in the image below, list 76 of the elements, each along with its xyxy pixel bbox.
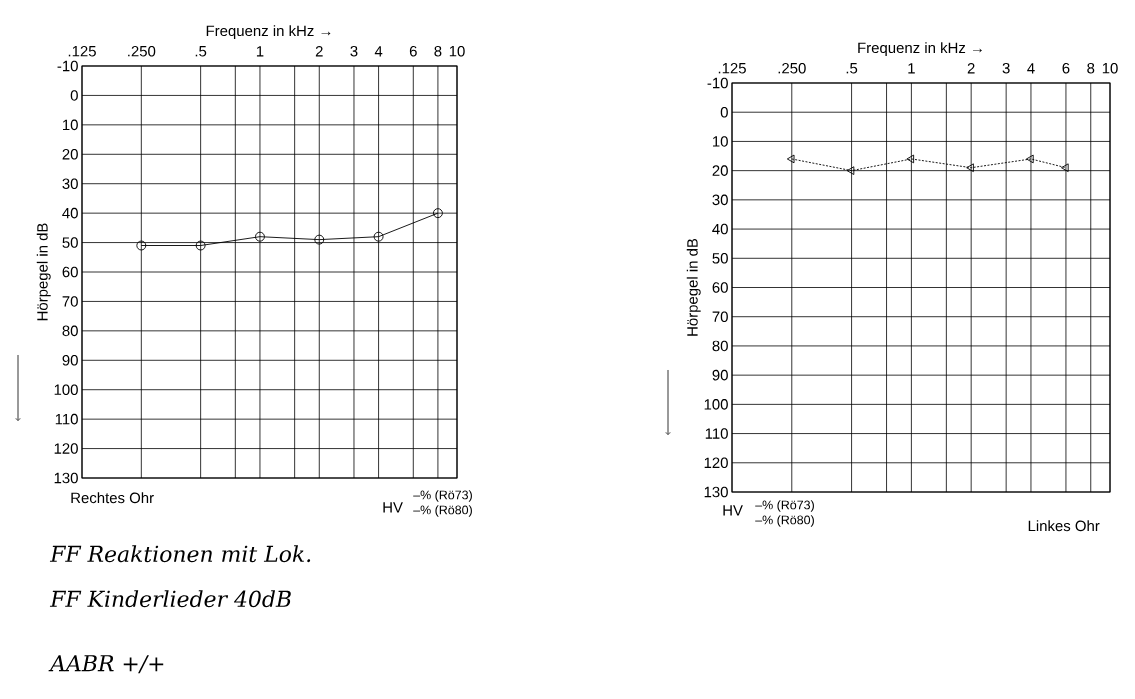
- x-tick-label: 6: [409, 45, 417, 57]
- y-tick-label: 40: [712, 223, 728, 235]
- y-tick-label: 80: [62, 325, 78, 337]
- point: [846, 166, 855, 175]
- point: [373, 231, 384, 242]
- point: [314, 234, 325, 245]
- text: AABR +/+: [48, 655, 164, 674]
- text: –% (Rö73): [413, 490, 472, 502]
- x-tick-label: 2: [967, 63, 975, 74]
- x-tick-label: 8: [1087, 62, 1095, 74]
- y-tick-label: -10: [707, 77, 728, 89]
- x-tick-label: .5: [846, 63, 858, 74]
- text: FF Reaktionen mit Lok.: [49, 545, 311, 563]
- point: [432, 208, 443, 219]
- y-tick-label: 120: [704, 457, 728, 469]
- y-tick-label: 80: [712, 340, 728, 352]
- x-tick-label: 4: [1027, 63, 1035, 74]
- x-tick-label: .5: [195, 46, 207, 57]
- point: [1026, 154, 1034, 164]
- y-tick-label: 40: [62, 207, 78, 219]
- x-tick-label: 3: [350, 45, 358, 57]
- y-tick-label: 10: [713, 136, 728, 147]
- point: [966, 163, 974, 173]
- x-tick-label: 6: [1062, 62, 1070, 74]
- text: HV: [723, 505, 743, 516]
- x-axis-title: Frequenz in kHz →: [206, 25, 331, 40]
- y-tick-label: 70: [712, 311, 728, 322]
- y-axis-title: Hörpegel in dB: [686, 238, 701, 336]
- x-tick-label: .250: [128, 45, 156, 57]
- x-axis-title: Frequenz in kHz →: [858, 42, 982, 57]
- y-tick-label: 120: [54, 443, 78, 454]
- text: –% (Rö80): [755, 515, 814, 527]
- y-tick-label: 20: [712, 165, 728, 176]
- x-tick-label: 1: [256, 46, 264, 57]
- y-tick-label: 100: [704, 399, 728, 410]
- y-tick-label: 130: [54, 472, 78, 484]
- y-tick-label: 10: [63, 119, 78, 131]
- y-tick-label: 100: [54, 384, 78, 395]
- point: [906, 154, 915, 164]
- x-tick-label: 10: [449, 45, 465, 57]
- y-tick-label: 90: [62, 354, 78, 366]
- y-axis-title: Hörpegel in dB: [36, 223, 51, 321]
- y-tick-label: 110: [55, 413, 78, 425]
- y-tick-label: 60: [62, 266, 78, 278]
- y-tick-label: 30: [712, 194, 728, 206]
- point: [195, 240, 206, 251]
- text: –% (Rö73): [755, 500, 814, 512]
- x-tick-label: .125: [68, 45, 96, 57]
- text: Rechtes Ohr: [71, 492, 154, 504]
- y-tick-label: 0: [720, 106, 728, 118]
- text: FF Kinderlieder 40dB: [49, 590, 291, 608]
- y-tick-label: 110: [705, 428, 728, 439]
- text: –% (Rö80): [413, 505, 472, 517]
- y-tick-label: 50: [712, 252, 728, 264]
- x-tick-label: 8: [434, 45, 442, 57]
- y-tick-label: 70: [62, 296, 78, 307]
- y-tick-label: 20: [62, 148, 78, 160]
- y-tick-label: 0: [70, 90, 78, 101]
- point: [786, 154, 795, 164]
- x-tick-label: 2: [315, 46, 323, 57]
- point: [255, 231, 265, 242]
- y-tick-label: 130: [704, 486, 728, 498]
- x-tick-label: 3: [1002, 62, 1010, 74]
- y-tick-label: 90: [712, 369, 728, 381]
- text: Linkes Ohr: [1028, 520, 1100, 532]
- x-tick-label: 1: [908, 63, 915, 74]
- x-tick-label: .250: [778, 62, 806, 74]
- x-tick-label: 4: [374, 46, 383, 57]
- point: [136, 240, 147, 251]
- x-tick-label: 10: [1102, 62, 1118, 74]
- y-tick-label: 30: [62, 178, 78, 189]
- x-tick-label: .125: [718, 62, 746, 74]
- y-tick-label: 60: [712, 282, 728, 293]
- y-tick-label: -10: [57, 60, 78, 72]
- text: HV: [383, 502, 403, 513]
- y-tick-label: 50: [62, 237, 78, 248]
